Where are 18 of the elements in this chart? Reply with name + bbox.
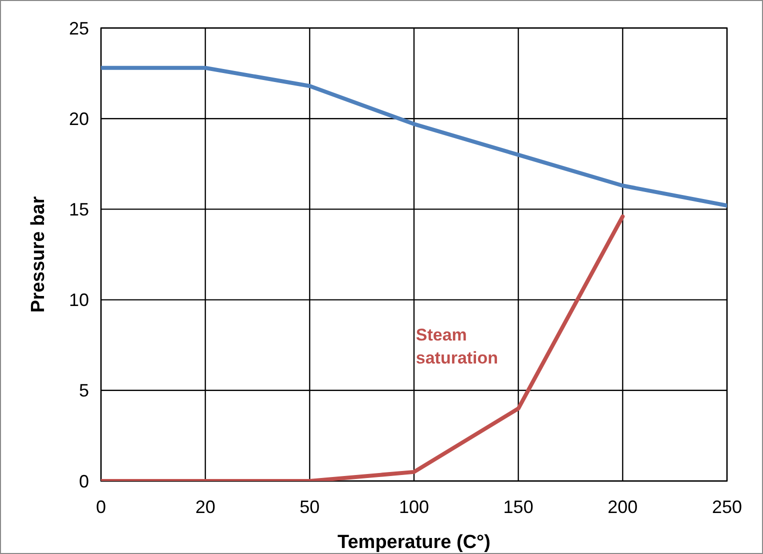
x-axis-title: Temperature (C°) [338, 532, 490, 553]
y-tick-label: 20 [68, 108, 89, 129]
line-series [101, 214, 625, 481]
x-tick-label: 150 [503, 497, 534, 517]
y-tick-label: 15 [68, 200, 89, 220]
x-tick-label: 250 [712, 497, 742, 517]
line-series [101, 66, 727, 208]
x-tick-label: 0 [96, 497, 106, 517]
y-tick-label: 0 [78, 471, 89, 492]
x-tick-label: 200 [608, 497, 638, 517]
x-tick-label: 50 [300, 497, 320, 517]
y-axis-title: Pressure bar [28, 196, 49, 313]
y-tick-label: 5 [78, 380, 89, 401]
y-tick-label: 25 [68, 18, 89, 38]
x-tick-label: 20 [195, 497, 216, 517]
x-tick-label: 100 [398, 497, 430, 517]
y-tick-label: 10 [68, 290, 89, 310]
annotation: Steam saturation [416, 326, 498, 368]
